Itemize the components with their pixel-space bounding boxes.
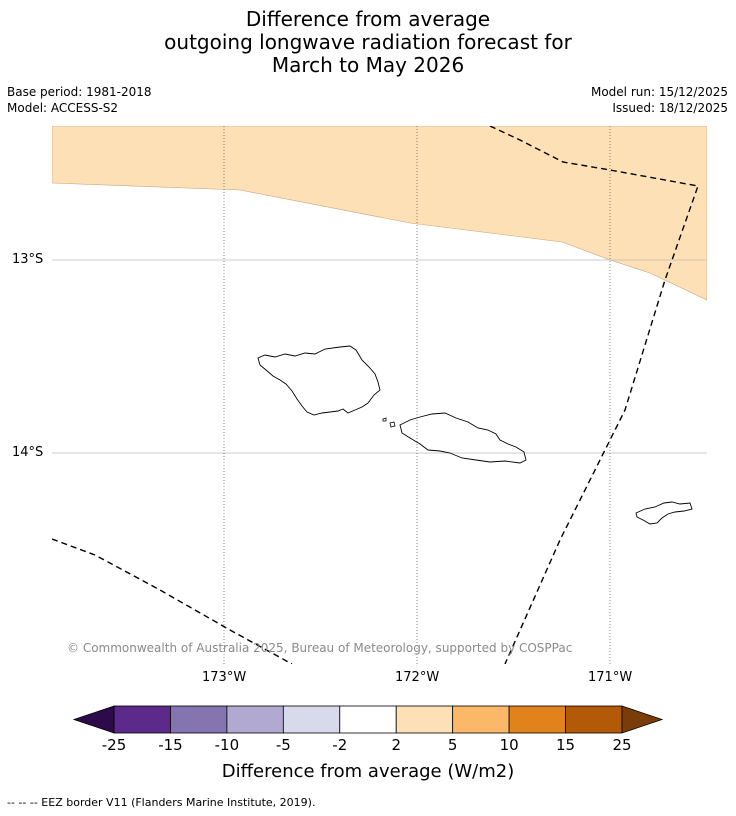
colorbar-cell	[565, 705, 623, 734]
lon-label-173w: 173°W	[202, 670, 247, 685]
colorbar-cell	[339, 705, 397, 734]
map-content	[52, 126, 707, 664]
colorbar-tick-label: 5	[447, 736, 458, 754]
colorbar-label: Difference from average (W/m2)	[221, 761, 515, 782]
model-name: Model: ACCESS-S2	[7, 101, 119, 115]
island-savaii	[257, 345, 381, 416]
title-line-1: Difference from average	[245, 7, 491, 31]
model-run: Model run: 15/12/2025	[590, 85, 728, 99]
colorbar-tick-label: -10	[214, 736, 240, 754]
colorbar-extend-low	[72, 705, 115, 734]
island-tutuila	[635, 501, 693, 525]
issued-date: Issued: 18/12/2025	[612, 101, 728, 115]
title-line-2: outgoing longwave radiation forecast for	[164, 30, 572, 54]
island-upolu	[399, 412, 527, 464]
colorbar-tick-label: 2	[391, 736, 401, 754]
colorbar-tick-label: -2	[332, 736, 348, 754]
colorbar-cell	[113, 705, 171, 734]
eez-border-southwest	[52, 538, 293, 664]
colorbar-tick-label: -15	[158, 736, 183, 754]
lat-label-13s: 13°S	[12, 252, 44, 267]
colorbar-tick-label: -25	[101, 736, 127, 754]
colorbar-cell	[170, 705, 228, 734]
eez-footnote: -- -- -- EEZ border V11 (Flanders Marine…	[7, 796, 316, 809]
base-period: Base period: 1981-2018	[7, 85, 152, 99]
lat-label-14s: 14°S	[12, 445, 44, 460]
meta-right: Model run: 15/12/2025 Issued: 18/12/2025	[591, 84, 728, 116]
copyright-notice: © Commonwealth of Australia 2025, Bureau…	[67, 641, 573, 655]
island-apolima	[389, 421, 396, 428]
eez-border-east	[489, 126, 699, 664]
colorbar-tick-label: 25	[612, 736, 632, 754]
lon-label-171w: 171°W	[588, 670, 633, 685]
colorbar-cell	[282, 705, 341, 734]
colorbar-cell	[508, 705, 566, 734]
island-manono	[382, 417, 387, 422]
colorbar-tick-label: 10	[499, 736, 519, 754]
colorbar-cell	[395, 705, 454, 734]
title-line-3: March to May 2026	[271, 53, 465, 77]
colorbar-cells	[113, 705, 623, 734]
lon-label-172w: 172°W	[395, 670, 440, 685]
colorbar-cell	[452, 705, 510, 734]
chart-title: Difference from average outgoing longwav…	[0, 8, 736, 77]
colorbar-extend-high	[621, 705, 664, 734]
meta-left: Base period: 1981-2018 Model: ACCESS-S2	[7, 84, 152, 116]
colorbar-tick-label: 15	[556, 736, 576, 754]
colorbar-tick-label: -5	[275, 736, 291, 754]
colorbar-cell	[226, 705, 284, 734]
